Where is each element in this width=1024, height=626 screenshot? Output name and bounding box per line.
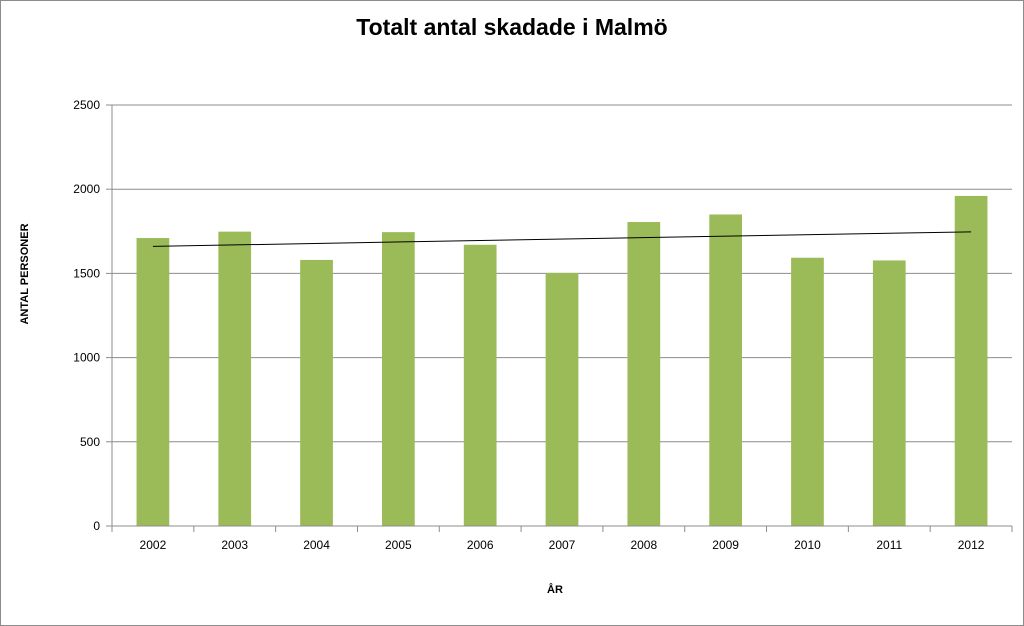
x-tick-label: 2007 [549, 538, 576, 552]
x-tick-label: 2011 [876, 538, 902, 552]
y-tick-label: 2500 [73, 98, 100, 112]
x-axis-title: ÅR [547, 584, 563, 596]
bar [300, 259, 333, 526]
x-tick-label: 2004 [303, 538, 330, 552]
y-tick-label: 500 [80, 435, 100, 449]
x-tick-label: 2010 [794, 538, 821, 552]
chart-title: Totalt antal skadade i Malmö [356, 14, 668, 40]
x-tick-label: 2012 [958, 538, 985, 552]
bar-series [136, 195, 988, 527]
axes [106, 104, 1013, 532]
x-tick-labels: 2002 2003 2004 2005 2006 2007 2008 2009 2010 2011… [140, 538, 985, 552]
x-tick-label: 2003 [221, 538, 248, 552]
bar [136, 238, 170, 526]
x-tick-label: 2008 [630, 538, 657, 552]
x-tick-label: 2005 [385, 538, 412, 552]
y-tick-label: 1000 [73, 351, 100, 365]
y-tick-labels: 0 500 1000 1500 2000 2500 [73, 98, 100, 533]
x-tick-label: 2009 [712, 538, 739, 552]
bar [872, 260, 906, 526]
y-tick-label: 1500 [73, 266, 100, 280]
gridlines [112, 104, 1012, 443]
y-tick-label: 0 [93, 519, 100, 533]
x-tick-label: 2006 [467, 538, 494, 552]
bar [709, 214, 742, 526]
trendline [152, 231, 972, 247]
bar [627, 222, 661, 526]
x-tick-label: 2002 [140, 538, 167, 552]
bar [545, 272, 579, 526]
trendline-layer [152, 231, 972, 247]
bar [791, 257, 824, 526]
bar [954, 195, 988, 526]
bar [382, 232, 415, 526]
bar [218, 231, 252, 527]
bar [463, 244, 497, 526]
y-tick-label: 2000 [73, 182, 100, 196]
